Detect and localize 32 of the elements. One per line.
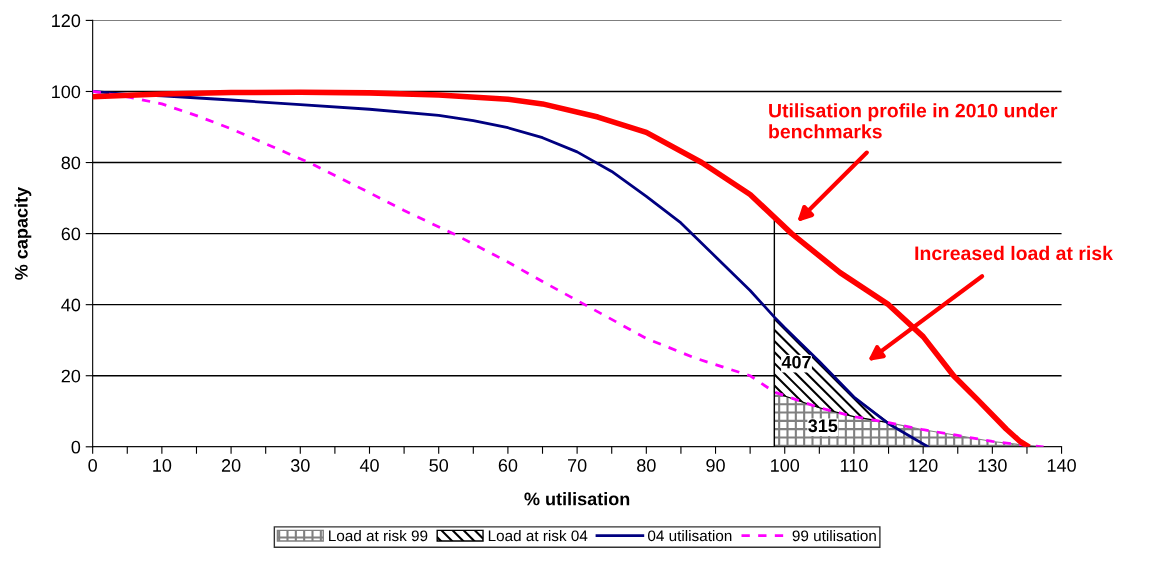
x-tick-label: 100: [771, 459, 800, 472]
x-tick-label: 0: [88, 459, 97, 472]
legend-label: Load at risk 99: [329, 529, 428, 542]
annotation: 407: [781, 355, 811, 369]
y-tick-label: 40: [61, 298, 81, 312]
y-tick-label: 60: [61, 227, 81, 241]
x-tick-label: 50: [429, 459, 449, 472]
x-tick-label: 40: [359, 459, 379, 472]
y-axis-title: % capacity: [14, 187, 32, 280]
y-tick-label: 0: [71, 440, 81, 454]
x-tick-label: 140: [1047, 459, 1076, 472]
y-tick-label: 100: [52, 85, 81, 99]
x-tick-label: 10: [153, 459, 172, 472]
x-tick-label: 110: [840, 459, 868, 472]
x-tick-label: 70: [568, 459, 587, 472]
legend-label: 99 utilisation: [792, 529, 876, 542]
x-tick-label: 60: [498, 459, 518, 472]
y-tick-label: 120: [52, 14, 81, 28]
x-axis-title: % utilisation: [524, 492, 630, 506]
x-tick-label: 30: [290, 459, 310, 472]
x-tick-label: 20: [221, 459, 241, 472]
y-tick-label: 80: [61, 156, 81, 170]
annotation: 315: [808, 419, 838, 433]
annotation: Utilisation profile in 2010 under benchmarks: [769, 103, 1058, 139]
legend-label: 04 utilisation: [648, 529, 732, 542]
x-tick-label: 130: [978, 459, 1007, 472]
x-tick-label: 80: [637, 459, 656, 472]
x-tick-label: 120: [909, 459, 938, 472]
x-tick-label: 90: [706, 459, 725, 472]
annotation: Increased load at risk: [915, 245, 1113, 261]
y-tick-label: 20: [61, 369, 81, 383]
legend-label: Load at risk 04: [488, 529, 588, 542]
